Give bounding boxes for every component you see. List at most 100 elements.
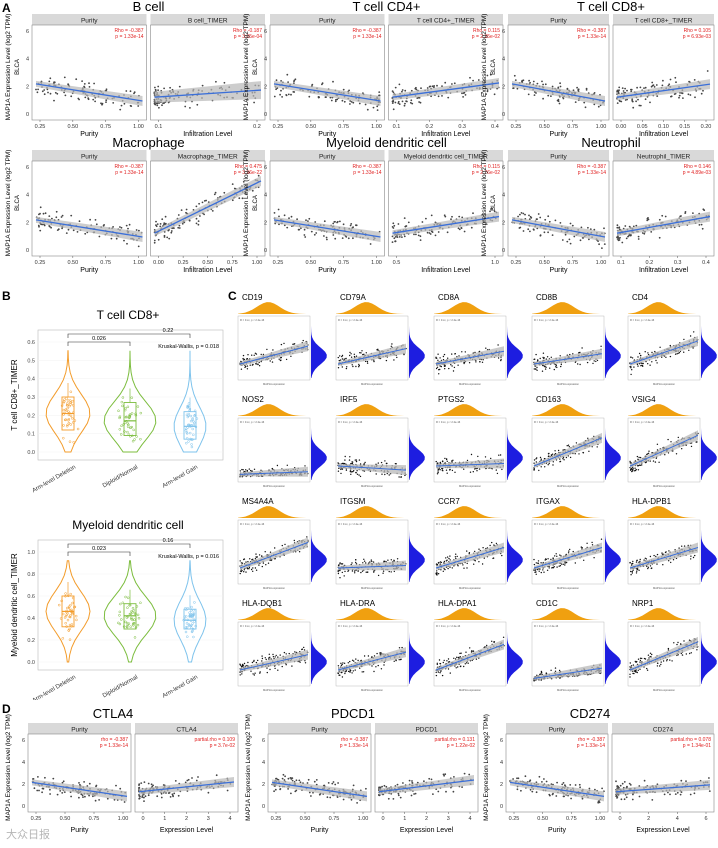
- panel-a-chart-3-timer-point: [653, 86, 656, 88]
- panel-a-chart-3-timer-point: [650, 85, 653, 88]
- panel-a-chart-4-timer-point: [231, 199, 234, 202]
- panel-c-cell-5-point: [647, 352, 649, 354]
- panel-c-cell-8-point: [437, 468, 439, 471]
- panel-c-cell-12-point: [365, 562, 367, 564]
- panel-c-cell-15-point: [631, 570, 633, 573]
- panel-c-cell-13-point: [455, 557, 457, 560]
- panel-c-cell-13-point: [462, 564, 464, 566]
- panel-a-chart-4-timer-point: [159, 225, 162, 228]
- panel-a-chart-3-timer-point: [631, 98, 634, 101]
- panel-a-chart-3-timer-point: [638, 104, 641, 107]
- panel-c-cell-4-point: [556, 366, 558, 369]
- panel-c-cell-17-point: [351, 659, 354, 661]
- panel-c-cell-20-point: [666, 660, 668, 662]
- panel-c-cell-9-point: [559, 458, 561, 460]
- panel-b-chart-1-jitter-point: [119, 433, 123, 436]
- panel-c-cell-18-point: [457, 656, 459, 659]
- panel-a-chart-5-purity-point: [342, 223, 345, 226]
- panel-a-chart-5-purity-point: [332, 234, 335, 236]
- panel-c-cell-13-point: [449, 555, 451, 557]
- panel-c-cell-4-point: [543, 365, 545, 367]
- panel-a-chart-3-purity-point: [572, 89, 575, 92]
- panel-b-chart-1-jitter-point: [69, 414, 73, 418]
- panel-c-cell-7-gene-label: IRF5: [340, 395, 358, 404]
- panel-a-chart-5-timer-rho: Rho = 0.115: [473, 164, 500, 170]
- panel-a-chart-4-timer-point: [257, 174, 260, 177]
- panel-c-cell-18-point: [502, 636, 505, 638]
- panel-a-chart-6-timer-tick-label: 0.3: [674, 260, 682, 266]
- panel-c-cell-1-point: [244, 366, 246, 369]
- panel-b-chart-2-ylabel: Myeloid dendritic cell_TIMER: [10, 553, 19, 657]
- panel-a-chart-6-purity-point: [603, 227, 605, 230]
- panel-c-cell-2-density-top: [336, 302, 408, 314]
- panel-a-chart-5-timer-point: [426, 231, 429, 234]
- panel-c-cell-2-point: [350, 353, 352, 355]
- panel-a-chart-1-purity-tick-label: 0.25: [35, 124, 46, 130]
- panel-c-cell-6-point: [276, 464, 279, 467]
- panel-c-cell-7-point: [350, 473, 352, 475]
- panel-a-chart-5-timer-point: [397, 223, 400, 225]
- panel-c-cell-12-point: [387, 559, 389, 561]
- panel-c-cell-14-point: [533, 569, 535, 571]
- panel-b-chart-2-kruskal: Kruskal-Wallis, p = 0.016: [158, 554, 219, 560]
- panel-c-cell-15-point: [649, 565, 652, 567]
- panel-c-cell-9-stat-text: R = 0.xx, p < 2.2e-16: [534, 420, 559, 424]
- panel-c-cell-5-point: [644, 351, 646, 353]
- panel-c-cell-15-density-top: [628, 506, 700, 518]
- panel-c-cell-1-gene-label: CD19: [242, 293, 263, 302]
- panel-b-chart-2-jitter-point: [120, 618, 123, 621]
- panel-b-chart-1-jitter-point: [191, 427, 194, 431]
- panel-a-chart-6-purity-point: [519, 213, 521, 216]
- panel-a-chart-3-timer-point: [649, 101, 651, 104]
- panel-a-chart-2-purity-point: [335, 98, 337, 101]
- panel-a-chart-4-timer-point: [211, 210, 214, 212]
- panel-a-chart-3-timer-point: [693, 79, 696, 81]
- panel-a-chart-2-purity-point: [329, 96, 332, 99]
- panel-a-chart-3-timer-point: [700, 92, 703, 95]
- panel-c-cell-15-point: [647, 566, 650, 568]
- panel-c-cell-8-point: [478, 468, 481, 470]
- panel-c-cell-12-point: [354, 572, 356, 574]
- panel-c-cell-14-point: [562, 563, 564, 565]
- panel-c-cell-16-point: [255, 661, 258, 664]
- panel-c-cell-18-point: [456, 656, 458, 658]
- panel-a-chart-3-purity-point: [547, 94, 550, 97]
- panel-c-cell-9-point: [548, 462, 550, 465]
- panel-c-cell-2-point: [366, 362, 369, 364]
- panel-a-chart-2-purity-point: [358, 102, 361, 105]
- panel-b-chart-1-jitter-point: [189, 419, 193, 423]
- panel-c-cell-16-point: [269, 668, 271, 671]
- panel-c-cell-1-point: [260, 353, 262, 356]
- panel-a-chart-2-xlabel-right: Infiltration Level: [421, 131, 470, 138]
- panel-c-cell-10-point: [632, 466, 634, 469]
- panel-a-chart-6-purity-point: [517, 215, 519, 218]
- panel-c-cell-12-plot-frame: [335, 519, 409, 585]
- panel-a-chart-4-purity-point: [123, 239, 125, 242]
- panel-c-cell-4-point: [542, 356, 544, 359]
- panel-a-chart-2-timer-point: [480, 92, 483, 94]
- panel-c-cell-2-point: [350, 356, 353, 358]
- panel-a-chart-5-purity-point: [273, 212, 276, 214]
- panel-a-chart-5-timer-point: [470, 226, 473, 229]
- panel-c-cell-14-plot-frame: [531, 519, 605, 585]
- panel-c-cell-20-point: [656, 662, 659, 664]
- panel-c-cell-4-point: [574, 361, 577, 363]
- panel-c-cell-16-point: [253, 674, 255, 676]
- panel-c-cell-5-point: [630, 356, 632, 358]
- panel-a-chart-2-timer-tick-label: 0.2: [426, 124, 434, 130]
- panel-c-cell-12-ci-band: [338, 560, 406, 571]
- panel-a-chart-4-purity-strip-label: Purity: [81, 154, 98, 161]
- panel-c-cell-16-point: [246, 664, 248, 667]
- panel-c-cell-15-point: [694, 554, 696, 557]
- panel-c-cell-3-point: [497, 357, 500, 359]
- panel-c-cell-8-point: [439, 462, 441, 464]
- panel-a-chart-3-purity-point: [536, 82, 539, 85]
- panel-b-chart-2-jitter-point: [131, 622, 135, 626]
- panel-d-chart-1-purity-point: [82, 796, 84, 798]
- panel-a-chart-4-timer-point: [214, 191, 217, 194]
- panel-c-cell-1-point: [269, 360, 271, 362]
- panel-c-cell-2-point: [349, 354, 351, 357]
- panel-a-chart-6-purity-point: [579, 239, 582, 242]
